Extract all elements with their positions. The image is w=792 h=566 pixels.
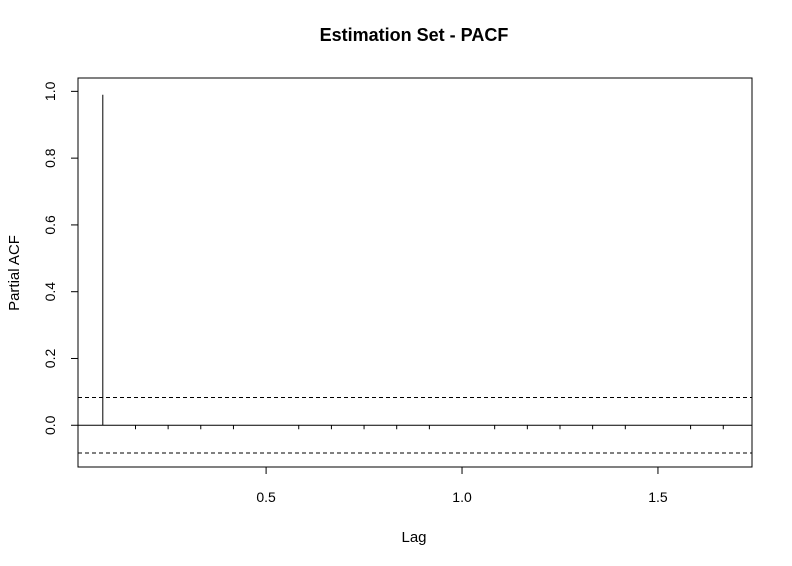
y-tick-label: 0.4 (42, 282, 58, 302)
y-tick-label: 0.8 (42, 148, 58, 168)
x-tick-label: 0.5 (256, 489, 276, 505)
y-tick-label: 1.0 (42, 81, 58, 101)
y-tick-label: 0.0 (42, 415, 58, 435)
y-axis: 0.0 0.2 0.4 0.6 0.8 1.0 (42, 81, 78, 435)
minor-x-ticks (134, 425, 724, 430)
chart-title: Estimation Set - PACF (320, 25, 509, 45)
y-axis-label: Partial ACF (6, 235, 23, 311)
y-tick-label: 0.6 (42, 215, 58, 235)
x-tick-label: 1.0 (452, 489, 472, 505)
plot-frame (77, 77, 753, 468)
x-axis: 0.5 1.0 1.5 (256, 467, 668, 505)
x-axis-label: Lag (401, 529, 426, 546)
x-tick-label: 1.5 (648, 489, 668, 505)
y-tick-label: 0.2 (42, 349, 58, 369)
